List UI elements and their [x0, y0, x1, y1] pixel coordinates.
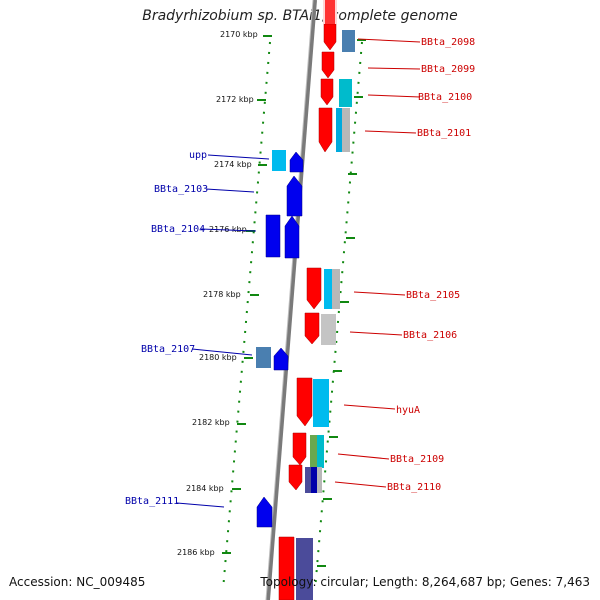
feature-box	[310, 435, 317, 468]
scale-label: 2186 kbp	[177, 548, 215, 557]
feature-box	[256, 347, 271, 368]
leader-line	[200, 228, 257, 232]
right-gene-labels: BBta_2098 BBta_2099 BBta_2100 BBta_2101 …	[387, 37, 475, 493]
left-scale-track	[222, 41, 271, 591]
scale-label: 2170 kbp	[220, 30, 258, 39]
right-leaders	[334, 38, 421, 488]
gene-label[interactable]: BBta_2104	[151, 224, 205, 235]
scale-label: 2178 kbp	[203, 290, 241, 299]
right-scale-track	[314, 41, 363, 591]
leader-line	[367, 94, 421, 98]
genome-summary: Topology: circular; Length: 8,264,687 bp…	[260, 575, 590, 589]
gene-label[interactable]: BBta_2111	[125, 496, 179, 507]
gene-label[interactable]: BBta_2109	[390, 454, 444, 465]
leader-line	[337, 453, 390, 460]
leader-line	[176, 502, 225, 508]
reverse-genes	[256, 151, 304, 528]
scale-label: 2172 kbp	[216, 95, 254, 104]
gene-label[interactable]: BBta_2107	[141, 344, 195, 355]
gene-label[interactable]: BBta_2101	[417, 128, 471, 139]
gene-arrow	[273, 347, 289, 371]
map-title: Bradyrhizobium sp. BTAi1, complete genom…	[142, 8, 458, 24]
leader-line	[191, 348, 253, 356]
gene-label[interactable]: BBta_2103	[154, 184, 208, 195]
gene-label[interactable]: BBta_2110	[387, 482, 441, 493]
red-strip-top-core	[325, 0, 335, 24]
feature-boxes	[256, 30, 355, 600]
gene-label[interactable]: BBta_2105	[406, 290, 460, 301]
leader-line	[364, 130, 417, 134]
feature-box	[305, 467, 311, 493]
gene-arrow	[292, 432, 307, 466]
gene-arrow	[284, 215, 300, 259]
leader-line	[349, 331, 403, 336]
gene-label[interactable]: BBta_2106	[403, 330, 457, 341]
feature-box	[324, 269, 332, 309]
gene-arrow	[306, 267, 322, 310]
leader-line	[334, 481, 387, 488]
backbone-highlight	[265, 0, 314, 600]
feature-box	[317, 435, 324, 468]
gene-label[interactable]: BBta_2100	[418, 92, 472, 103]
scale-label: 2184 kbp	[186, 484, 224, 493]
feature-box	[342, 108, 350, 152]
scale-label: 2182 kbp	[192, 418, 230, 427]
leader-line	[367, 67, 421, 70]
gene-label[interactable]: BBta_2099	[421, 64, 475, 75]
gene-arrow	[323, 23, 337, 51]
feature-box	[313, 379, 329, 427]
gene-arrow	[304, 312, 320, 345]
gene-arrow	[320, 78, 334, 106]
gene-arrow	[286, 175, 303, 217]
feature-box	[311, 467, 317, 493]
left-leaders	[176, 154, 270, 508]
accession-text: Accession: NC_009485	[9, 575, 146, 589]
leader-line	[353, 291, 406, 296]
feature-box	[336, 108, 342, 152]
scale-labels: 2170 kbp 2172 kbp 2174 kbp 2176 kbp 2178…	[177, 30, 258, 557]
gene-arrow	[289, 151, 304, 173]
gene-label[interactable]: BBta_2098	[421, 37, 475, 48]
feature-box	[339, 79, 352, 107]
gene-arrow	[296, 377, 313, 427]
scale-label: 2180 kbp	[199, 353, 237, 362]
feature-box	[296, 538, 313, 600]
feature-box	[272, 150, 286, 171]
feature-box	[342, 30, 355, 52]
gene-arrow	[256, 496, 273, 528]
feature-box	[332, 269, 340, 309]
leader-line	[207, 154, 270, 160]
leader-line	[343, 404, 396, 410]
gene-label[interactable]: hyuA	[396, 405, 420, 416]
gene-arrow	[288, 464, 303, 491]
scale-label: 2174 kbp	[214, 160, 252, 169]
genome-backbone	[266, 0, 317, 600]
feature-box	[317, 467, 322, 493]
feature-box	[321, 314, 336, 345]
gene-arrow	[265, 214, 281, 258]
forward-genes	[278, 23, 337, 600]
leader-line	[205, 188, 255, 193]
gene-label[interactable]: upp	[189, 150, 207, 161]
gene-arrow	[318, 107, 333, 153]
leader-line	[357, 38, 421, 43]
left-gene-labels: upp BBta_2103 BBta_2104 BBta_2107 BBta_2…	[125, 150, 208, 507]
gene-arrow	[278, 536, 295, 600]
scale-ticks	[222, 35, 366, 567]
gene-arrow	[321, 51, 335, 79]
